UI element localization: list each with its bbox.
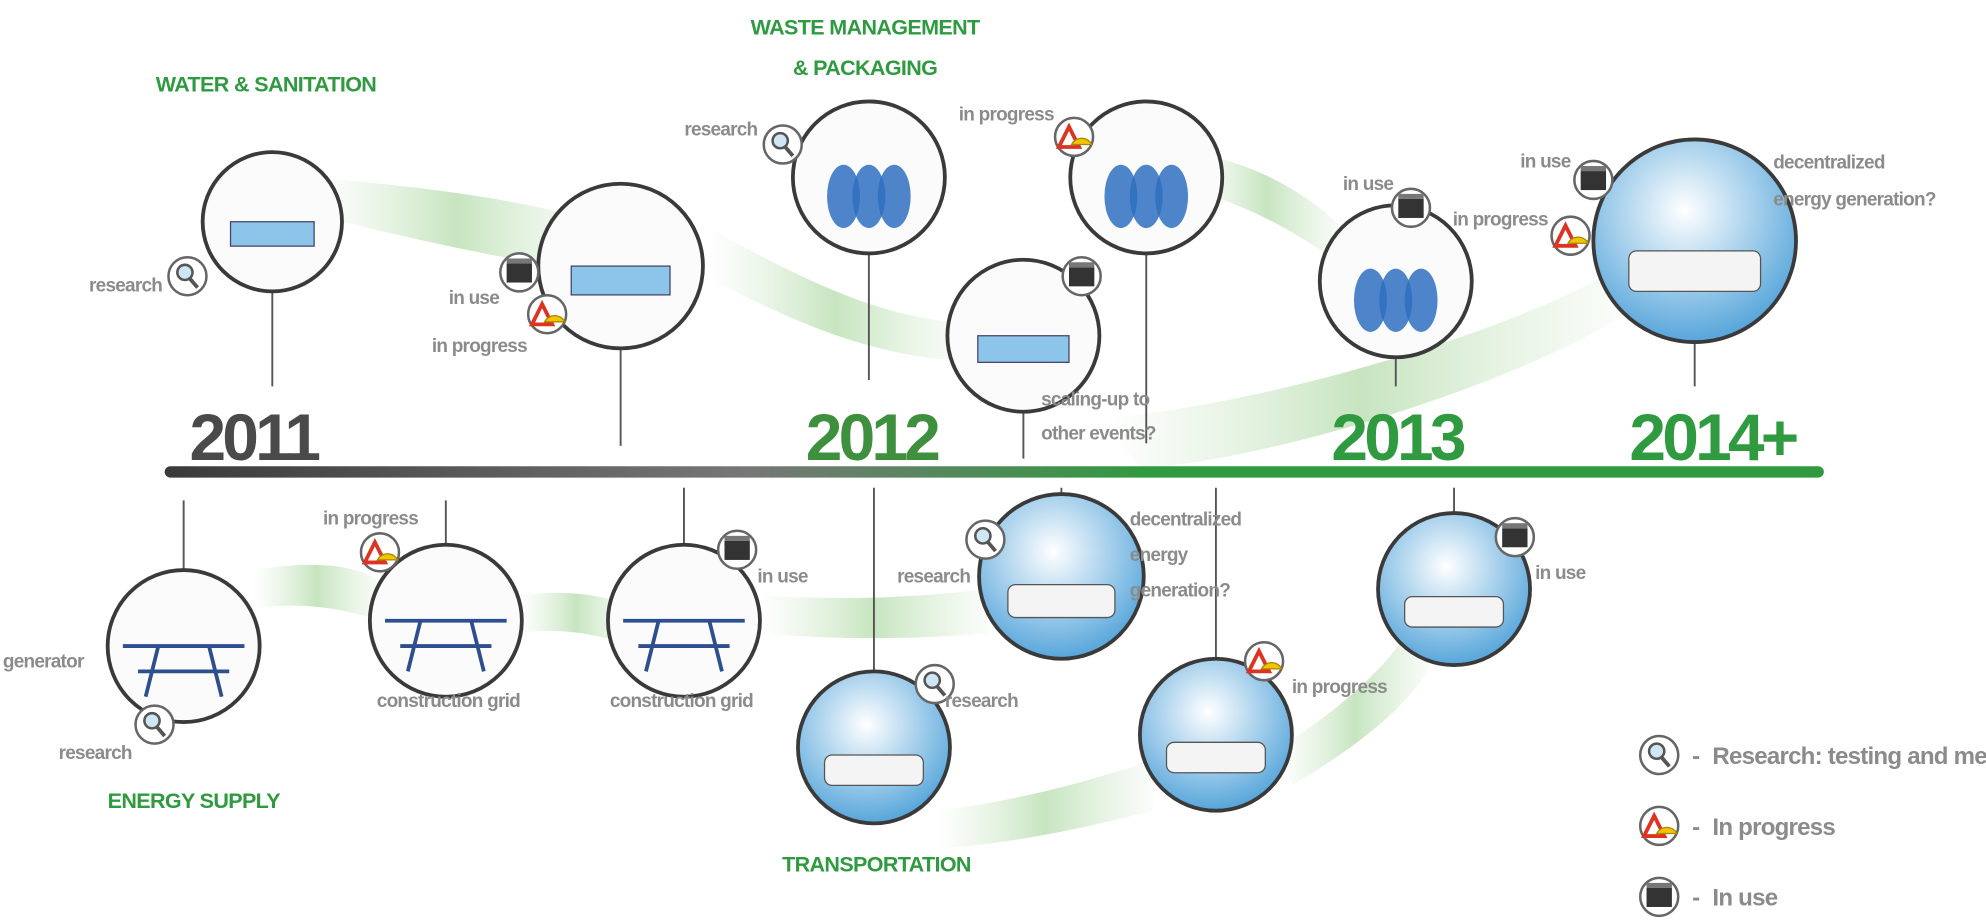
bag bbox=[1405, 269, 1438, 332]
label: research bbox=[897, 567, 970, 588]
bag bbox=[878, 165, 911, 228]
vehicle bbox=[1629, 251, 1761, 292]
label: in progress bbox=[1453, 210, 1548, 231]
section-title: TRANSPORTATION bbox=[782, 853, 971, 877]
clapperboard bbox=[724, 541, 749, 560]
label: research bbox=[89, 275, 162, 296]
basin bbox=[571, 266, 670, 295]
label: in progress bbox=[323, 508, 418, 529]
label: in use bbox=[449, 288, 500, 309]
magnifier bbox=[1649, 744, 1664, 759]
label: decentralized bbox=[1130, 510, 1242, 531]
vehicle bbox=[1167, 742, 1266, 772]
magnifier bbox=[773, 133, 788, 148]
label: energy bbox=[1130, 545, 1189, 566]
clapper bbox=[1647, 883, 1672, 888]
magnifier bbox=[975, 528, 990, 543]
bag bbox=[1155, 165, 1188, 228]
label: research bbox=[59, 743, 132, 764]
label: energy generation? bbox=[1773, 189, 1936, 210]
label: in progress bbox=[959, 104, 1054, 125]
clapper bbox=[1581, 166, 1606, 171]
clapperboard bbox=[507, 264, 532, 283]
label: in use bbox=[1535, 563, 1586, 584]
basin bbox=[978, 336, 1069, 363]
label: in use bbox=[1520, 151, 1571, 172]
year: 2013 bbox=[1331, 400, 1464, 474]
label: scaling-up to bbox=[1041, 389, 1149, 410]
label: construction grid bbox=[377, 691, 520, 712]
vehicle bbox=[1405, 597, 1504, 627]
label: construction grid bbox=[610, 691, 753, 712]
year: 2014+ bbox=[1629, 400, 1796, 474]
illustration-circle bbox=[1593, 139, 1796, 342]
legend-separator: - bbox=[1692, 814, 1700, 841]
magnifier bbox=[177, 265, 192, 280]
legend-separator: - bbox=[1692, 743, 1700, 770]
legend-separator: - bbox=[1692, 885, 1700, 912]
legend-text: Research: testing and measuring bbox=[1712, 743, 1986, 770]
year: 2012 bbox=[806, 400, 938, 474]
legend-text: In use bbox=[1712, 885, 1777, 912]
illustration-circle bbox=[979, 494, 1144, 659]
timeline-diagram: WATER & SANITATION WASTE MANAGEMENT & PA… bbox=[0, 0, 1986, 921]
label: in use bbox=[757, 567, 808, 588]
label: decentralized bbox=[1773, 153, 1885, 174]
magnifier bbox=[925, 673, 940, 688]
section-title: WASTE MANAGEMENT bbox=[751, 15, 980, 39]
label: research bbox=[684, 120, 757, 141]
clapper bbox=[724, 536, 749, 541]
clapper bbox=[1398, 194, 1423, 199]
label: generation? bbox=[1130, 581, 1230, 602]
section-title: & PACKAGING bbox=[793, 56, 937, 80]
label: research bbox=[945, 691, 1018, 712]
vehicle bbox=[1008, 585, 1115, 618]
legend: - Research: testing and measuring - In p… bbox=[1640, 736, 1986, 916]
illustration-circle bbox=[1140, 659, 1292, 811]
magnifier bbox=[144, 713, 159, 728]
vehicle bbox=[825, 755, 924, 785]
label: other events? bbox=[1041, 424, 1156, 445]
clapperboard bbox=[1647, 888, 1672, 907]
year: 2011 bbox=[189, 400, 319, 474]
clapperboard bbox=[1502, 528, 1527, 547]
clapperboard bbox=[1398, 199, 1423, 218]
label: in progress bbox=[1292, 677, 1387, 698]
section-title: WATER & SANITATION bbox=[156, 72, 377, 96]
label: in progress bbox=[432, 336, 527, 357]
basin bbox=[231, 222, 315, 246]
label: in use bbox=[1343, 174, 1394, 195]
clapper bbox=[1502, 523, 1527, 528]
clapper bbox=[1069, 262, 1094, 267]
label: generator bbox=[3, 652, 85, 673]
clapper bbox=[507, 258, 532, 263]
legend-text: In progress bbox=[1712, 814, 1835, 841]
clapperboard bbox=[1581, 171, 1606, 190]
section-title: ENERGY SUPPLY bbox=[108, 789, 281, 813]
clapperboard bbox=[1069, 267, 1094, 286]
timeline-bar bbox=[165, 466, 1824, 477]
